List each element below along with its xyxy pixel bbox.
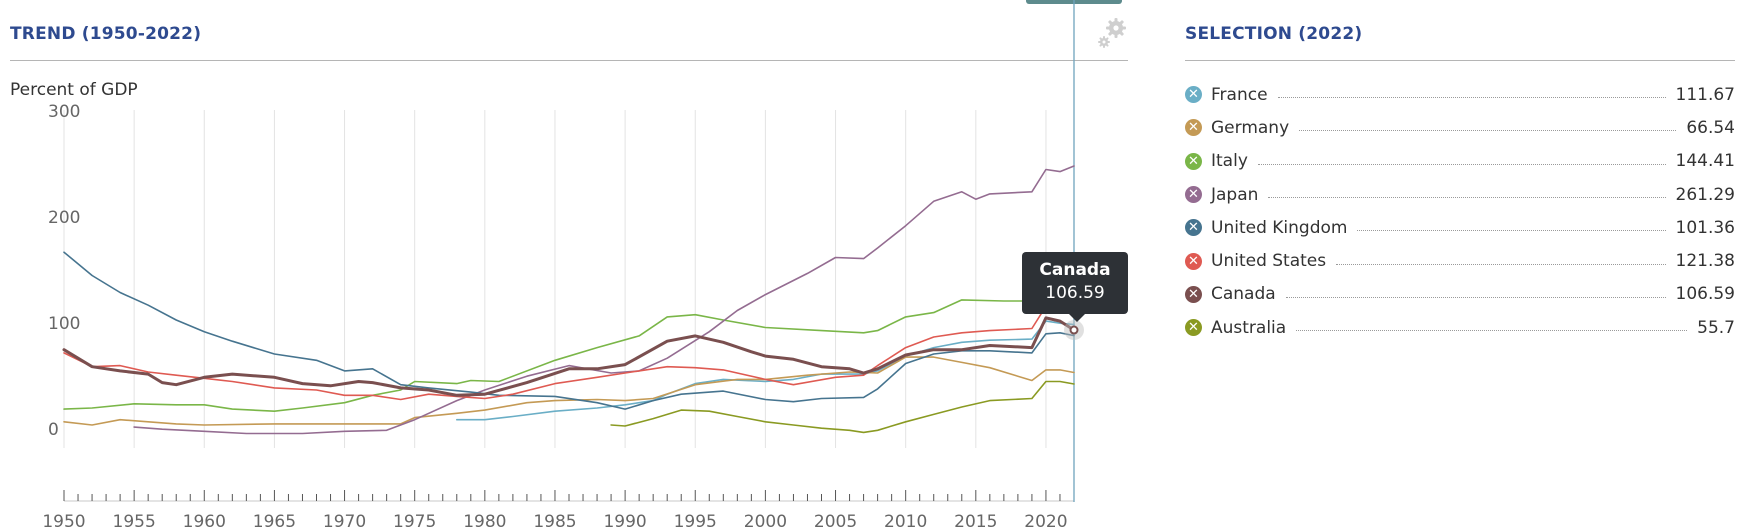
legend-leader-dots — [1285, 296, 1666, 298]
legend-item-united-states[interactable]: ✕ United States 121.38 — [1185, 244, 1735, 277]
series-line-united-states — [63, 305, 1075, 401]
x-mark-icon[interactable]: ✕ — [1185, 86, 1202, 104]
series-line-japan — [133, 165, 1075, 435]
selection-title: SELECTION (2022) — [1185, 24, 1363, 44]
chart-tooltip: Canada 106.59 — [1022, 252, 1128, 322]
x-mark-icon[interactable]: ✕ — [1185, 285, 1202, 303]
x-mark-icon[interactable]: ✕ — [1185, 119, 1202, 137]
tooltip-country: Canada — [1039, 260, 1111, 280]
legend-leader-dots — [1299, 130, 1677, 132]
x-tick-label: 1950 — [42, 512, 85, 527]
legend-country-value: 111.67 — [1675, 84, 1735, 105]
selection-title-rule — [1185, 60, 1735, 61]
legend-item-france[interactable]: ✕ France 111.67 — [1185, 78, 1735, 111]
legend-country-value: 261.29 — [1675, 184, 1735, 205]
series-line-italy — [63, 277, 1075, 412]
y-axis-unit-label: Percent of GDP — [10, 80, 138, 100]
y-tick-label: 0 — [48, 420, 59, 440]
legend-leader-dots — [1268, 197, 1666, 199]
legend-country-name: United States — [1211, 251, 1327, 272]
legend-country-name: Japan — [1211, 184, 1259, 205]
legend-item-australia[interactable]: ✕ Australia 55.7 — [1185, 311, 1735, 344]
x-mark-icon[interactable]: ✕ — [1185, 219, 1202, 237]
x-tick-label: 1955 — [113, 512, 156, 527]
legend-country-value: 55.7 — [1697, 317, 1735, 338]
x-tick-label: 1970 — [323, 512, 366, 527]
gear-icon[interactable] — [1094, 16, 1130, 52]
x-tick-label: 1960 — [183, 512, 226, 527]
y-tick-label: 100 — [48, 314, 80, 334]
x-mark-icon[interactable]: ✕ — [1185, 186, 1202, 204]
legend-leader-dots — [1296, 330, 1688, 332]
series-line-france — [456, 320, 1075, 421]
legend-country-value: 121.38 — [1675, 251, 1735, 272]
legend-leader-dots — [1357, 230, 1666, 232]
trend-line-chart[interactable]: 0 100 200 300 1950 1955 1960 1965 1970 1975 1980 19… — [0, 0, 1140, 527]
x-tick-label: 2000 — [744, 512, 787, 527]
legend-country-value: 66.54 — [1686, 117, 1735, 138]
legend-country-name: France — [1211, 84, 1268, 105]
legend-leader-dots — [1336, 263, 1666, 265]
x-mark-icon[interactable]: ✕ — [1185, 152, 1202, 170]
x-tick-label: 1965 — [253, 512, 296, 527]
legend-leader-dots — [1257, 163, 1666, 165]
x-mark-icon[interactable]: ✕ — [1185, 252, 1202, 270]
legend-country-name: Canada — [1211, 284, 1276, 305]
x-tick-label: 1995 — [674, 512, 717, 527]
x-tick-label: 2005 — [814, 512, 857, 527]
series-line-germany — [63, 356, 1075, 426]
x-tick-label: 2020 — [1024, 512, 1067, 527]
series-line-canada — [62, 316, 1076, 397]
x-tick-label: 2010 — [884, 512, 927, 527]
tooltip-value: 106.59 — [1045, 283, 1105, 303]
series-line-united-kingdom — [63, 251, 1075, 410]
x-tick-label: 2015 — [954, 512, 997, 527]
legend-leader-dots — [1277, 97, 1666, 99]
legend-country-name: Germany — [1211, 117, 1290, 138]
trend-title-rule — [10, 60, 1128, 61]
selection-legend: ✕ France 111.67 ✕ Germany 66.54 ✕ Italy … — [1185, 78, 1735, 344]
y-tick-label: 300 — [48, 102, 80, 122]
legend-item-japan[interactable]: ✕ Japan 261.29 — [1185, 178, 1735, 211]
x-tick-label: 1990 — [603, 512, 646, 527]
y-tick-label: 200 — [48, 208, 80, 228]
legend-country-value: 101.36 — [1675, 217, 1735, 238]
legend-item-italy[interactable]: ✕ Italy 144.41 — [1185, 145, 1735, 178]
series-line-australia — [610, 380, 1075, 434]
legend-country-value: 144.41 — [1675, 151, 1735, 172]
legend-item-germany[interactable]: ✕ Germany 66.54 — [1185, 111, 1735, 144]
x-tick-label: 1975 — [393, 512, 436, 527]
legend-item-canada[interactable]: ✕ Canada 106.59 — [1185, 278, 1735, 311]
legend-country-name: Australia — [1211, 317, 1287, 338]
x-mark-icon[interactable]: ✕ — [1185, 319, 1202, 337]
legend-item-united-kingdom[interactable]: ✕ United Kingdom 101.36 — [1185, 211, 1735, 244]
x-tick-label: 1980 — [463, 512, 506, 527]
legend-country-value: 106.59 — [1675, 284, 1735, 305]
x-tick-label: 1985 — [533, 512, 576, 527]
trend-title: TREND (1950-2022) — [10, 24, 202, 44]
highlight-point — [1069, 325, 1079, 335]
legend-country-name: Italy — [1211, 151, 1248, 172]
legend-country-name: United Kingdom — [1211, 217, 1348, 238]
